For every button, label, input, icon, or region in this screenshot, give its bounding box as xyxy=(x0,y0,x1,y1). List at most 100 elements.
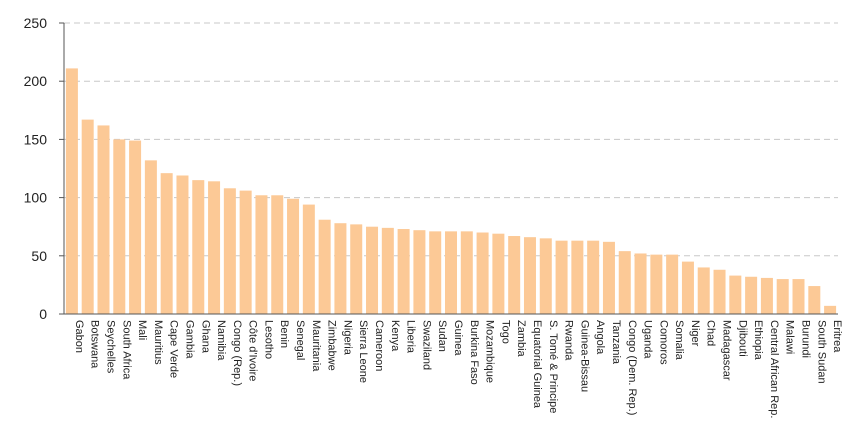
bar xyxy=(287,198,300,314)
bar xyxy=(65,68,78,315)
category-label: Gambia xyxy=(183,320,195,359)
bar xyxy=(239,190,252,314)
y-tick-labels: 0 50 100 150 200 250 xyxy=(24,15,48,322)
bar xyxy=(366,226,379,314)
category-label: Burundi xyxy=(800,320,812,358)
category-label: Somalia xyxy=(673,320,685,361)
y-tick-label: 0 xyxy=(39,306,47,322)
bar xyxy=(302,204,315,314)
category-label: Swaziland xyxy=(420,320,432,370)
category-label: South Sudan xyxy=(815,320,827,384)
category-label: Niger xyxy=(689,320,701,347)
bar xyxy=(634,253,647,314)
bar xyxy=(381,227,394,314)
category-labels: Gabon Botswana Seychelles South Africa Mali M… xyxy=(73,320,843,418)
category-label: Nigeria xyxy=(341,320,353,356)
bar xyxy=(444,231,458,314)
category-label: Malawi xyxy=(784,320,796,354)
category-label: Seychelles xyxy=(104,320,116,374)
y-tick-label: 250 xyxy=(24,15,48,31)
category-label: Botswana xyxy=(89,320,101,369)
category-label: Sudan xyxy=(436,320,448,352)
bar xyxy=(97,125,110,314)
category-label: Benin xyxy=(278,320,290,348)
category-label: Zimbabwe xyxy=(326,320,338,371)
category-label: Madagascar xyxy=(721,320,733,381)
category-label: Liberia xyxy=(405,320,417,354)
category-label: Burkina Faso xyxy=(468,320,480,385)
category-label: Namibia xyxy=(215,320,227,361)
bar xyxy=(144,160,157,314)
category-label: Sierra Leone xyxy=(357,320,369,383)
bar xyxy=(697,267,710,314)
bar xyxy=(555,240,568,314)
bar xyxy=(508,236,521,314)
bar xyxy=(792,279,805,314)
bar xyxy=(160,173,173,314)
bar xyxy=(129,140,142,314)
bar xyxy=(729,275,742,314)
bar xyxy=(523,237,536,314)
bar xyxy=(602,241,615,314)
category-label: Eritrea xyxy=(831,320,843,353)
category-label: Senegal xyxy=(294,320,306,360)
category-label: South Africa xyxy=(120,320,132,380)
category-label: Kenya xyxy=(389,320,401,352)
bar xyxy=(539,238,552,314)
category-label: Togo xyxy=(499,320,511,344)
bar xyxy=(397,229,410,314)
category-label: Tanzania xyxy=(610,320,622,365)
bar xyxy=(808,286,821,314)
bar xyxy=(81,119,94,314)
y-tick-label: 50 xyxy=(31,248,47,264)
bar xyxy=(460,231,473,314)
category-label: Central African Rep. xyxy=(768,320,780,418)
category-label: Guinea xyxy=(452,320,464,356)
bar xyxy=(681,261,694,314)
bar xyxy=(192,180,205,314)
y-tick-label: 100 xyxy=(24,190,48,206)
bar xyxy=(650,254,663,314)
category-label: Congo (Dem. Rep.) xyxy=(626,320,638,415)
category-label: S. Tomé & Principe xyxy=(547,320,559,413)
bar xyxy=(413,230,426,314)
bar xyxy=(824,305,837,314)
gridlines xyxy=(64,22,838,257)
category-label: Côte d'Ivoire xyxy=(247,320,259,381)
category-label: Ghana xyxy=(199,320,211,354)
category-label: Cape Verde xyxy=(168,320,180,378)
bar xyxy=(666,254,679,314)
category-label: Mauritania xyxy=(310,320,322,372)
axes xyxy=(59,22,838,315)
bar xyxy=(318,219,331,314)
bar xyxy=(476,232,489,314)
category-label: Gabon xyxy=(73,320,85,353)
category-label: Chad xyxy=(705,320,717,346)
category-label: Uganda xyxy=(642,320,654,359)
y-tick-label: 150 xyxy=(24,131,48,147)
category-label: Equatorial Guinea xyxy=(531,320,543,409)
bar xyxy=(776,279,789,314)
bar xyxy=(113,139,126,314)
category-label: Mauritius xyxy=(152,320,164,365)
bar xyxy=(492,233,505,314)
category-label: Zambia xyxy=(515,320,527,358)
bar xyxy=(587,240,600,314)
category-label: Lesotho xyxy=(262,320,274,359)
bars xyxy=(65,68,837,315)
category-label: Comoros xyxy=(657,320,669,365)
category-label: Ethiopia xyxy=(752,320,764,361)
bar xyxy=(271,195,284,314)
bar xyxy=(255,195,268,314)
category-label: Guinea-Bissau xyxy=(578,320,590,392)
y-tick-label: 200 xyxy=(24,73,48,89)
bar xyxy=(208,181,221,314)
bar xyxy=(713,269,726,314)
category-label: Djibouti xyxy=(736,320,748,357)
category-label: Mali xyxy=(136,320,148,340)
bar xyxy=(618,251,631,314)
category-label: Congo (Rep.) xyxy=(231,320,243,386)
bar xyxy=(334,223,347,314)
bar xyxy=(429,231,442,314)
